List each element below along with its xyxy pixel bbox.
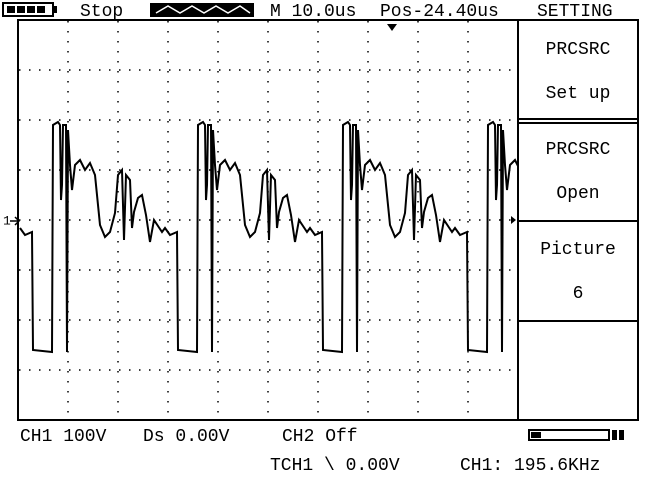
menu-item[interactable]: Picture 6 [540,240,616,304]
menu-value: 6 [573,284,584,304]
menu-item[interactable]: PRCSRC Open [546,140,611,204]
menu-item[interactable]: PRCSRC Set up [546,40,611,104]
trigger-position: Pos-24.40us [380,2,499,22]
trigger-arrow [387,24,397,31]
menu-value: Open [556,184,599,204]
level-bar [528,429,624,441]
channel-arrow [10,216,21,226]
ch1-scale: CH1 100V [20,427,107,447]
ds-offset: Ds 0.00V [143,427,230,447]
waveform [19,120,518,354]
run-status: Stop [80,2,123,22]
menu-value: Set up [546,84,611,104]
side-menu [517,19,639,421]
menu-label: PRCSRC [546,140,611,160]
trigger-info: TCH1 \ 0.00V [270,456,400,476]
battery-icon [2,2,57,17]
menu-label: Picture [540,240,616,260]
frequency: CH1: 195.6KHz [460,456,600,476]
memory-bar [150,3,254,17]
timebase: M 10.0us [270,2,356,22]
menu-title: SETTING [537,2,613,22]
menu-label: PRCSRC [546,40,611,60]
channel-marker: 1 [3,213,11,228]
ch2-status: CH2 Off [282,427,358,447]
trigger-level-marker [511,216,516,224]
